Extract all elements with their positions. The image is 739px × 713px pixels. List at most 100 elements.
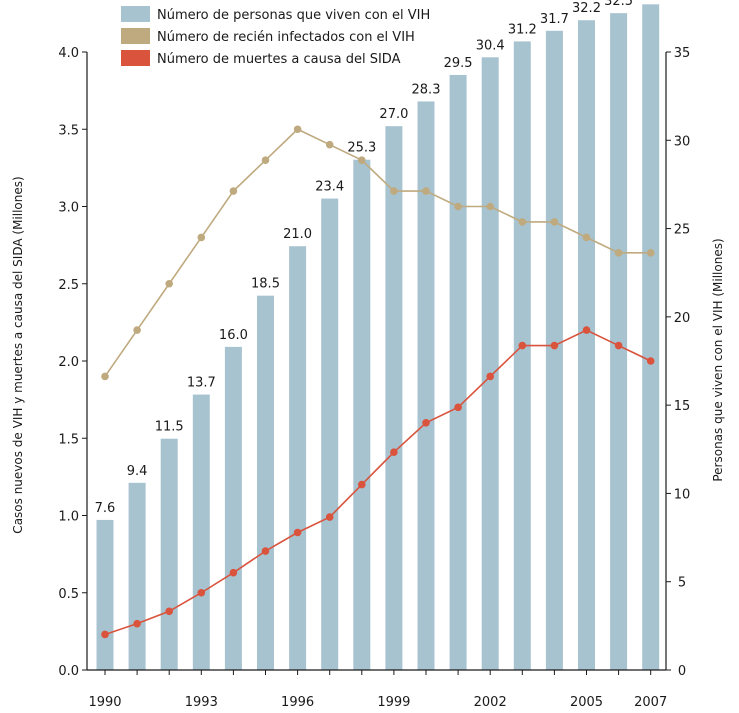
new-infections-point-2007 bbox=[646, 249, 655, 257]
aids-deaths-point-1996 bbox=[293, 528, 302, 537]
new-infections-point-1992 bbox=[165, 279, 173, 288]
bar-1992 bbox=[160, 438, 178, 670]
aids-deaths-point-2002 bbox=[486, 372, 495, 381]
new-infections-point-2005 bbox=[582, 233, 591, 242]
right-tick-label: 30 bbox=[674, 134, 691, 149]
bar-label-1996: 21.0 bbox=[283, 227, 312, 242]
bar-label-1999: 27.0 bbox=[379, 107, 408, 122]
legend-swatch-1 bbox=[121, 6, 150, 22]
bar-1996 bbox=[289, 246, 307, 670]
new-infections-point-2004 bbox=[550, 218, 559, 226]
aids-deaths-point-2006 bbox=[614, 341, 623, 350]
bar-1990 bbox=[96, 519, 114, 670]
new-infections-point-1990 bbox=[101, 372, 109, 381]
new-infections-point-1996 bbox=[293, 125, 302, 134]
legend: Número de personas que viven con el VIH N… bbox=[121, 6, 430, 67]
left-tick-label: 2.0 bbox=[58, 355, 79, 370]
bar-label-1997: 23.4 bbox=[315, 180, 344, 195]
x-tick-label-1996: 1996 bbox=[281, 695, 314, 710]
bar-label-2000: 28.3 bbox=[412, 82, 441, 97]
bar-1994 bbox=[224, 346, 242, 670]
bar-label-1993: 13.7 bbox=[187, 376, 216, 391]
left-axis-title: Casos nuevos de VIH y muertes a causa de… bbox=[11, 176, 25, 533]
bar-2001 bbox=[449, 74, 467, 670]
bar-label-2003: 31.2 bbox=[508, 22, 537, 37]
new-infections-point-2003 bbox=[518, 218, 527, 226]
new-infections-point-2001 bbox=[454, 202, 462, 211]
aids-deaths-point-2004 bbox=[550, 341, 559, 350]
aids-deaths-point-1999 bbox=[390, 448, 398, 456]
left-tick-label: 2.5 bbox=[58, 278, 79, 293]
new-infections-point-1995 bbox=[261, 156, 270, 164]
new-infections-point-1993 bbox=[197, 233, 206, 242]
new-infections-line bbox=[104, 128, 651, 377]
bar-series bbox=[96, 4, 660, 671]
bar-label-2005: 32.2 bbox=[572, 1, 601, 16]
aids-deaths-point-1991 bbox=[133, 619, 141, 628]
x-tick-label-2005: 2005 bbox=[570, 695, 603, 710]
right-tick-label: 15 bbox=[674, 399, 691, 414]
bar-label-1995: 18.5 bbox=[251, 277, 280, 292]
bar-2002 bbox=[481, 57, 499, 671]
legend-label-2: Número de recién infectados con el VIH bbox=[157, 30, 415, 45]
bar-1993 bbox=[192, 394, 210, 670]
left-tick-label: 1.5 bbox=[58, 432, 79, 447]
bar-label-1990: 7.6 bbox=[95, 501, 116, 516]
right-tick-label: 0 bbox=[678, 664, 686, 679]
bar-label-2004: 31.7 bbox=[540, 12, 569, 27]
left-tick-label: 0.5 bbox=[58, 587, 79, 602]
new-infections-point-1991 bbox=[133, 326, 141, 334]
line-series bbox=[101, 125, 655, 639]
axes: 0.0 0.5 1.0 1.5 2.0 2.5 3.0 3.5 4.0 0 5 10 15 20 25 30 3… bbox=[58, 46, 690, 710]
new-infections-point-1998 bbox=[358, 156, 366, 164]
aids-deaths-point-2003 bbox=[518, 341, 527, 350]
bar-label-1991: 9.4 bbox=[127, 464, 148, 479]
bar-label-2002: 30.4 bbox=[476, 38, 505, 53]
aids-deaths-point-1997 bbox=[325, 513, 334, 521]
left-tick-label: 0.0 bbox=[58, 664, 79, 679]
x-tick-label-2002: 2002 bbox=[474, 695, 507, 710]
aids-deaths-point-1998 bbox=[358, 480, 366, 489]
bar-1997 bbox=[321, 198, 339, 670]
aids-deaths-point-1993 bbox=[197, 588, 206, 597]
right-tick-label: 35 bbox=[674, 46, 691, 61]
aids-deaths-point-1994 bbox=[229, 568, 238, 577]
right-tick-label: 20 bbox=[674, 311, 691, 326]
bar-1999 bbox=[385, 126, 403, 670]
legend-swatch-2 bbox=[121, 28, 150, 44]
bar-2005 bbox=[578, 20, 595, 670]
left-tick-label: 1.0 bbox=[58, 510, 79, 525]
x-tick-label-1993: 1993 bbox=[185, 695, 218, 710]
bar-data-labels: 7.6 9.4 11.5 13.7 16.0 18.5 21.0 23.4 25.3 27.0 28… bbox=[95, 0, 666, 516]
aids-deaths-point-1992 bbox=[165, 607, 173, 616]
legend-swatch-3 bbox=[121, 50, 150, 66]
bar-2007 bbox=[642, 4, 660, 671]
x-tick-label-1990: 1990 bbox=[88, 695, 121, 710]
bar-2003 bbox=[513, 41, 531, 671]
bar-1991 bbox=[128, 482, 146, 670]
new-infections-point-1997 bbox=[325, 140, 334, 149]
left-tick-label: 3.5 bbox=[58, 123, 79, 138]
bar-1998 bbox=[353, 159, 371, 671]
legend-label-3: Número de muertes a causa del SIDA bbox=[157, 52, 401, 67]
bar-2000 bbox=[417, 101, 435, 670]
aids-deaths-point-2007 bbox=[646, 357, 655, 365]
new-infections-point-2002 bbox=[486, 202, 495, 211]
aids-deaths-line bbox=[104, 329, 652, 636]
bar-2006 bbox=[610, 13, 628, 670]
aids-deaths-point-2001 bbox=[454, 403, 462, 412]
right-tick-label: 5 bbox=[678, 576, 686, 591]
left-tick-label: 4.0 bbox=[58, 46, 79, 61]
x-tick-label-1999: 1999 bbox=[377, 695, 410, 710]
aids-deaths-point-1990 bbox=[101, 630, 109, 639]
bar-label-2001: 29.5 bbox=[444, 56, 473, 71]
x-tick-label-2007: 2007 bbox=[634, 695, 667, 710]
bar-label-1994: 16.0 bbox=[219, 328, 248, 343]
left-tick-label: 3.0 bbox=[58, 201, 79, 216]
legend-label-1: Número de personas que viven con el VIH bbox=[157, 8, 430, 23]
bar-label-1998: 25.3 bbox=[347, 141, 376, 156]
new-infections-point-2006 bbox=[614, 249, 623, 257]
aids-deaths-point-1995 bbox=[261, 547, 270, 555]
right-tick-label: 25 bbox=[674, 223, 691, 238]
